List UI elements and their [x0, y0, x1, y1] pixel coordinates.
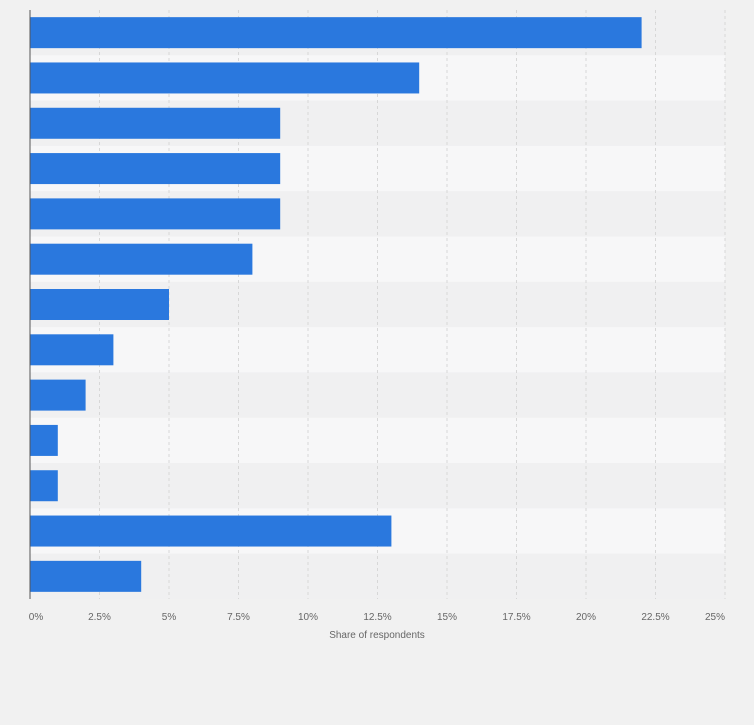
x-tick-label: 15%	[437, 612, 457, 623]
x-tick-label: 22.5%	[641, 612, 669, 623]
bar	[30, 424, 58, 456]
bar	[30, 515, 392, 547]
x-tick-label: 5%	[162, 612, 177, 623]
x-axis-label: Share of respondents	[329, 630, 425, 641]
bar	[30, 198, 281, 230]
bars	[30, 17, 642, 592]
bar	[30, 334, 114, 366]
bar	[30, 470, 58, 502]
x-tick-label: 0%	[29, 612, 44, 623]
bar	[30, 17, 642, 49]
x-tick-label: 2.5%	[88, 612, 111, 623]
x-tick-label: 17.5%	[502, 612, 530, 623]
bar	[30, 379, 86, 411]
x-tick-label: 10%	[298, 612, 318, 623]
x-tick-label: 25%	[705, 612, 725, 623]
bar	[30, 107, 281, 139]
x-tick-label: 7.5%	[227, 612, 250, 623]
bar	[30, 153, 281, 185]
bar	[30, 289, 169, 320]
x-tick-labels: 0% 2.5% 5% 7.5% 10% 12.5% 15% 17.5% 20% 22.5% 25%	[29, 612, 725, 623]
bar	[30, 560, 142, 592]
bar	[30, 243, 253, 275]
x-tick-label: 12.5%	[363, 612, 391, 623]
bar	[30, 62, 420, 94]
x-tick-label: 20%	[576, 612, 596, 623]
